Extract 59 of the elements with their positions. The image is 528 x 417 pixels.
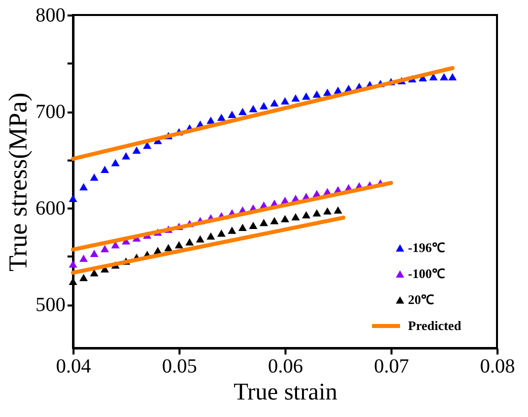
point — [100, 244, 109, 252]
point — [302, 211, 310, 218]
point — [302, 92, 310, 100]
y-axis-title: True stress(MPa) — [4, 92, 32, 272]
point — [280, 97, 290, 105]
legend-label: -196℃ — [408, 240, 445, 255]
point — [312, 209, 321, 216]
point — [270, 216, 279, 224]
point — [90, 269, 98, 276]
point — [260, 102, 268, 110]
point — [323, 207, 332, 215]
point — [260, 218, 268, 226]
point — [334, 206, 342, 214]
point — [111, 159, 120, 166]
point — [217, 230, 226, 237]
y-tick-label: 500 — [36, 294, 66, 316]
point — [312, 90, 321, 98]
y-tick-label: 600 — [36, 198, 66, 220]
point — [238, 108, 247, 116]
point — [291, 213, 300, 220]
point — [132, 146, 141, 154]
point — [79, 274, 88, 282]
point — [79, 183, 88, 190]
y-tick-label: 800 — [36, 4, 66, 26]
legend-label: 20℃ — [408, 292, 434, 307]
point — [122, 152, 130, 160]
point — [228, 226, 236, 234]
legend-label: -100℃ — [408, 266, 445, 281]
x-tick-label: 0.06 — [268, 356, 303, 378]
point — [100, 166, 109, 174]
point — [291, 94, 300, 102]
point — [174, 241, 184, 248]
point — [249, 222, 258, 230]
point — [68, 260, 78, 268]
point — [79, 254, 88, 262]
point — [249, 105, 258, 112]
x-tick-label: 0.07 — [374, 356, 409, 378]
point — [238, 224, 247, 231]
point — [323, 88, 332, 96]
point — [440, 73, 448, 80]
point — [90, 250, 98, 258]
point — [228, 110, 236, 118]
point — [280, 215, 290, 222]
point — [164, 244, 173, 252]
x-tick-label: 0.05 — [162, 356, 197, 378]
point — [270, 99, 279, 106]
point — [90, 174, 98, 181]
point — [206, 116, 215, 124]
x-tick-label: 0.04 — [56, 356, 91, 378]
y-tick-label: 700 — [36, 101, 66, 124]
point — [448, 73, 457, 80]
point — [196, 235, 204, 243]
x-axis-title: True strain — [234, 380, 338, 406]
point — [185, 238, 194, 246]
point — [206, 232, 215, 240]
point — [68, 194, 78, 202]
x-tick-label: 0.08 — [480, 356, 515, 378]
point — [217, 114, 226, 121]
legend-label: Predicted — [408, 318, 462, 333]
